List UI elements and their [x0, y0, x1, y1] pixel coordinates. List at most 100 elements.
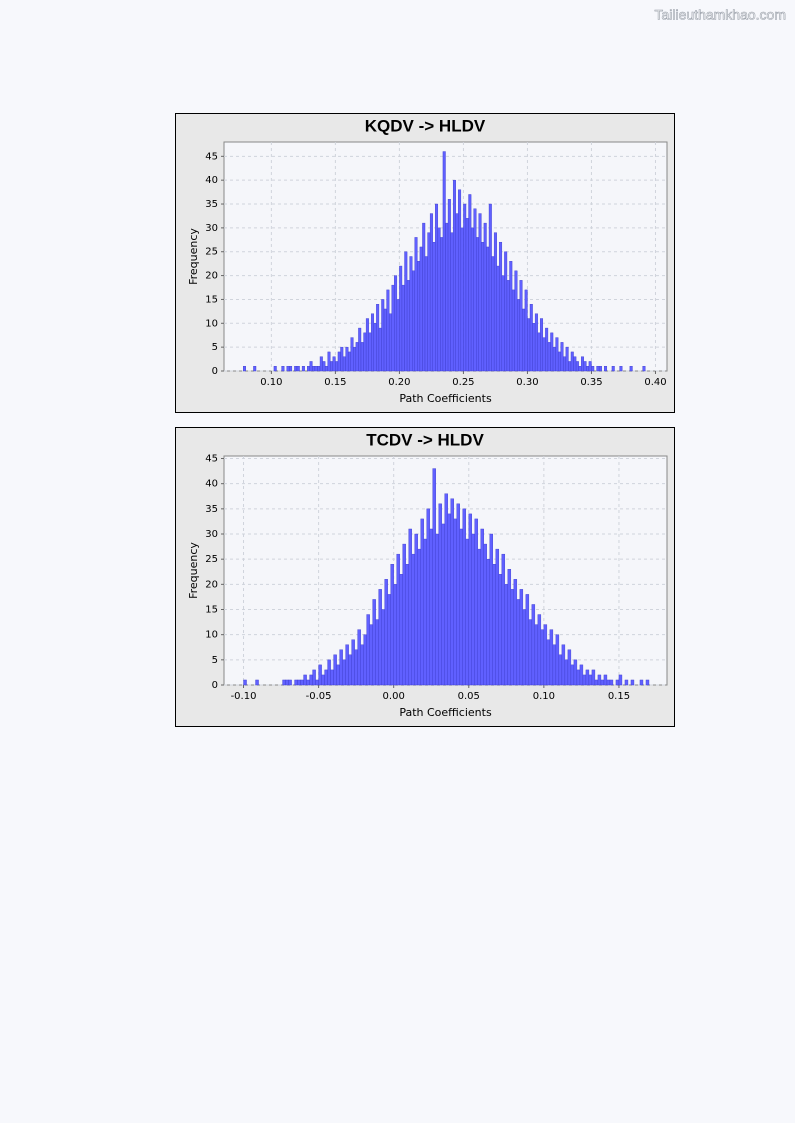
bar — [378, 327, 382, 372]
bar — [445, 222, 449, 372]
x-tick-label: -0.05 — [306, 691, 332, 702]
bar — [511, 289, 515, 372]
bar — [282, 679, 286, 686]
bar — [552, 346, 556, 372]
chart-title: TCDV -> HLDV — [366, 430, 484, 449]
y-tick-label: 0 — [212, 366, 218, 377]
bar — [281, 366, 285, 372]
y-tick-label: 35 — [205, 504, 218, 515]
bar — [498, 574, 503, 686]
bar — [402, 543, 406, 686]
bar — [460, 227, 464, 372]
chart-title: KQDV -> HLDV — [365, 116, 486, 135]
x-axis-label: Path Coefficients — [399, 706, 492, 719]
y-tick-label: 25 — [205, 554, 218, 565]
bar — [390, 564, 394, 686]
bar — [401, 284, 405, 372]
bar — [456, 503, 460, 686]
bar — [429, 213, 433, 372]
bar — [486, 246, 490, 372]
bar — [468, 194, 472, 372]
bar — [582, 674, 587, 686]
bar — [581, 356, 584, 372]
bar — [540, 318, 544, 372]
bar — [321, 674, 325, 686]
bar — [615, 679, 620, 686]
bar — [399, 574, 403, 686]
bar — [327, 351, 331, 372]
bar — [629, 366, 633, 372]
bar — [342, 356, 346, 372]
bar — [378, 589, 382, 686]
bar — [550, 332, 554, 372]
bar — [423, 538, 427, 686]
bar — [555, 337, 559, 372]
x-tick-label: 0.25 — [452, 377, 474, 388]
bar — [381, 609, 385, 686]
bar — [347, 351, 351, 372]
bar — [335, 361, 339, 372]
bar — [468, 513, 472, 686]
bar — [243, 366, 246, 372]
bar — [450, 232, 454, 372]
bar — [314, 366, 318, 372]
chart: TCDV -> HLDV 0 5 10 15 20 25 30 35 40 45 -0.10 -0.05… — [175, 427, 675, 727]
bar — [363, 634, 367, 686]
bar — [603, 674, 608, 686]
bar — [342, 659, 346, 686]
bar — [499, 241, 503, 372]
y-tick-label: 20 — [205, 271, 218, 282]
bar — [524, 289, 528, 372]
bar — [393, 584, 397, 686]
bar — [642, 366, 646, 372]
bar — [606, 679, 611, 686]
bar — [618, 674, 623, 686]
bar — [309, 674, 313, 686]
bar — [396, 553, 400, 686]
bar — [435, 533, 439, 686]
bar — [447, 199, 451, 372]
y-tick-label: 5 — [212, 655, 218, 666]
chart: KQDV -> HLDV 0 5 10 15 20 25 30 35 40 45 0.10 0.15 0.… — [175, 113, 675, 413]
y-tick-label: 45 — [205, 454, 218, 465]
bar — [404, 251, 408, 372]
bar — [375, 619, 379, 686]
bar — [588, 361, 592, 372]
bar — [579, 664, 584, 686]
bar — [549, 629, 554, 686]
bar — [455, 213, 459, 372]
bar — [345, 644, 349, 686]
bar — [358, 327, 362, 372]
y-tick-label: 5 — [212, 342, 218, 353]
bar — [594, 679, 599, 686]
bar — [567, 649, 572, 686]
bar — [477, 548, 481, 686]
bar — [332, 356, 336, 372]
bar — [324, 669, 328, 686]
bar — [288, 679, 292, 686]
bar — [345, 346, 349, 372]
bar — [411, 553, 415, 686]
y-tick-label: 0 — [212, 680, 218, 691]
y-axis-label: Frequency — [187, 228, 200, 285]
bar — [591, 669, 596, 686]
bar — [465, 538, 469, 686]
bar — [489, 533, 494, 686]
bar — [547, 342, 551, 372]
bar — [312, 669, 316, 686]
bar — [491, 256, 495, 372]
bar — [537, 332, 541, 372]
bar — [525, 594, 530, 686]
bar — [327, 659, 331, 686]
bar — [440, 237, 444, 372]
x-tick-label: 0.00 — [383, 691, 405, 702]
bar — [583, 361, 587, 372]
bar — [427, 232, 431, 372]
bar — [426, 508, 430, 686]
bar — [438, 503, 442, 686]
bar — [611, 366, 615, 372]
bar — [363, 332, 367, 372]
bar — [501, 275, 505, 372]
bar — [444, 493, 448, 686]
